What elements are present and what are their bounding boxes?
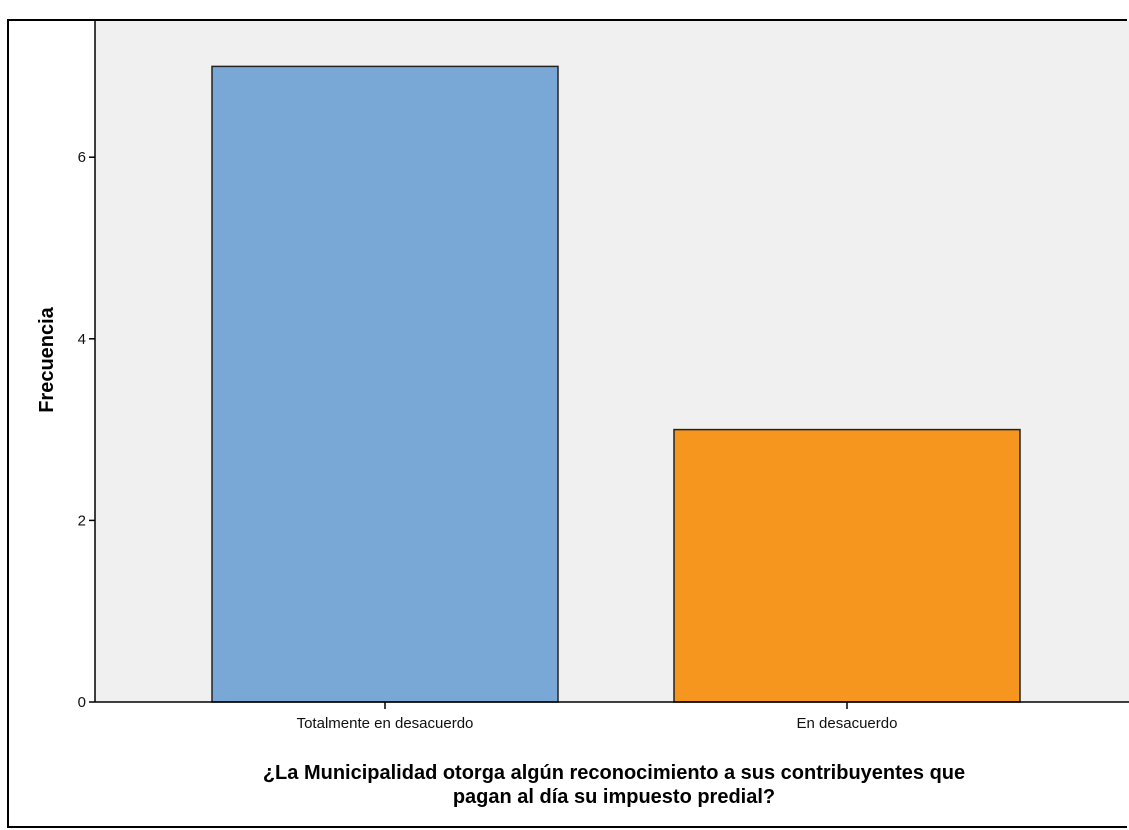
y-tick-label: 6 [78,149,86,166]
chart-frame [7,19,1127,828]
x-tick-label: Totalmente en desacuerdo [297,715,474,732]
y-tick-label: 0 [78,694,86,711]
x-axis-title-line-2: pagan al día su impuesto predial? [453,786,775,808]
x-axis: Totalmente en desacuerdo En desacuerdo [95,701,1129,732]
x-tick-label: En desacuerdo [797,715,898,732]
y-axis-title: Frecuencia [36,306,58,412]
y-tick-label: 4 [78,331,86,348]
x-axis-title-line-1: ¿La Municipalidad otorga algún reconocim… [263,762,965,784]
bar-1 [211,65,559,703]
bar-2 [673,428,1021,703]
y-axis: 0 2 4 6 [78,21,96,711]
y-tick-label: 2 [78,512,86,529]
